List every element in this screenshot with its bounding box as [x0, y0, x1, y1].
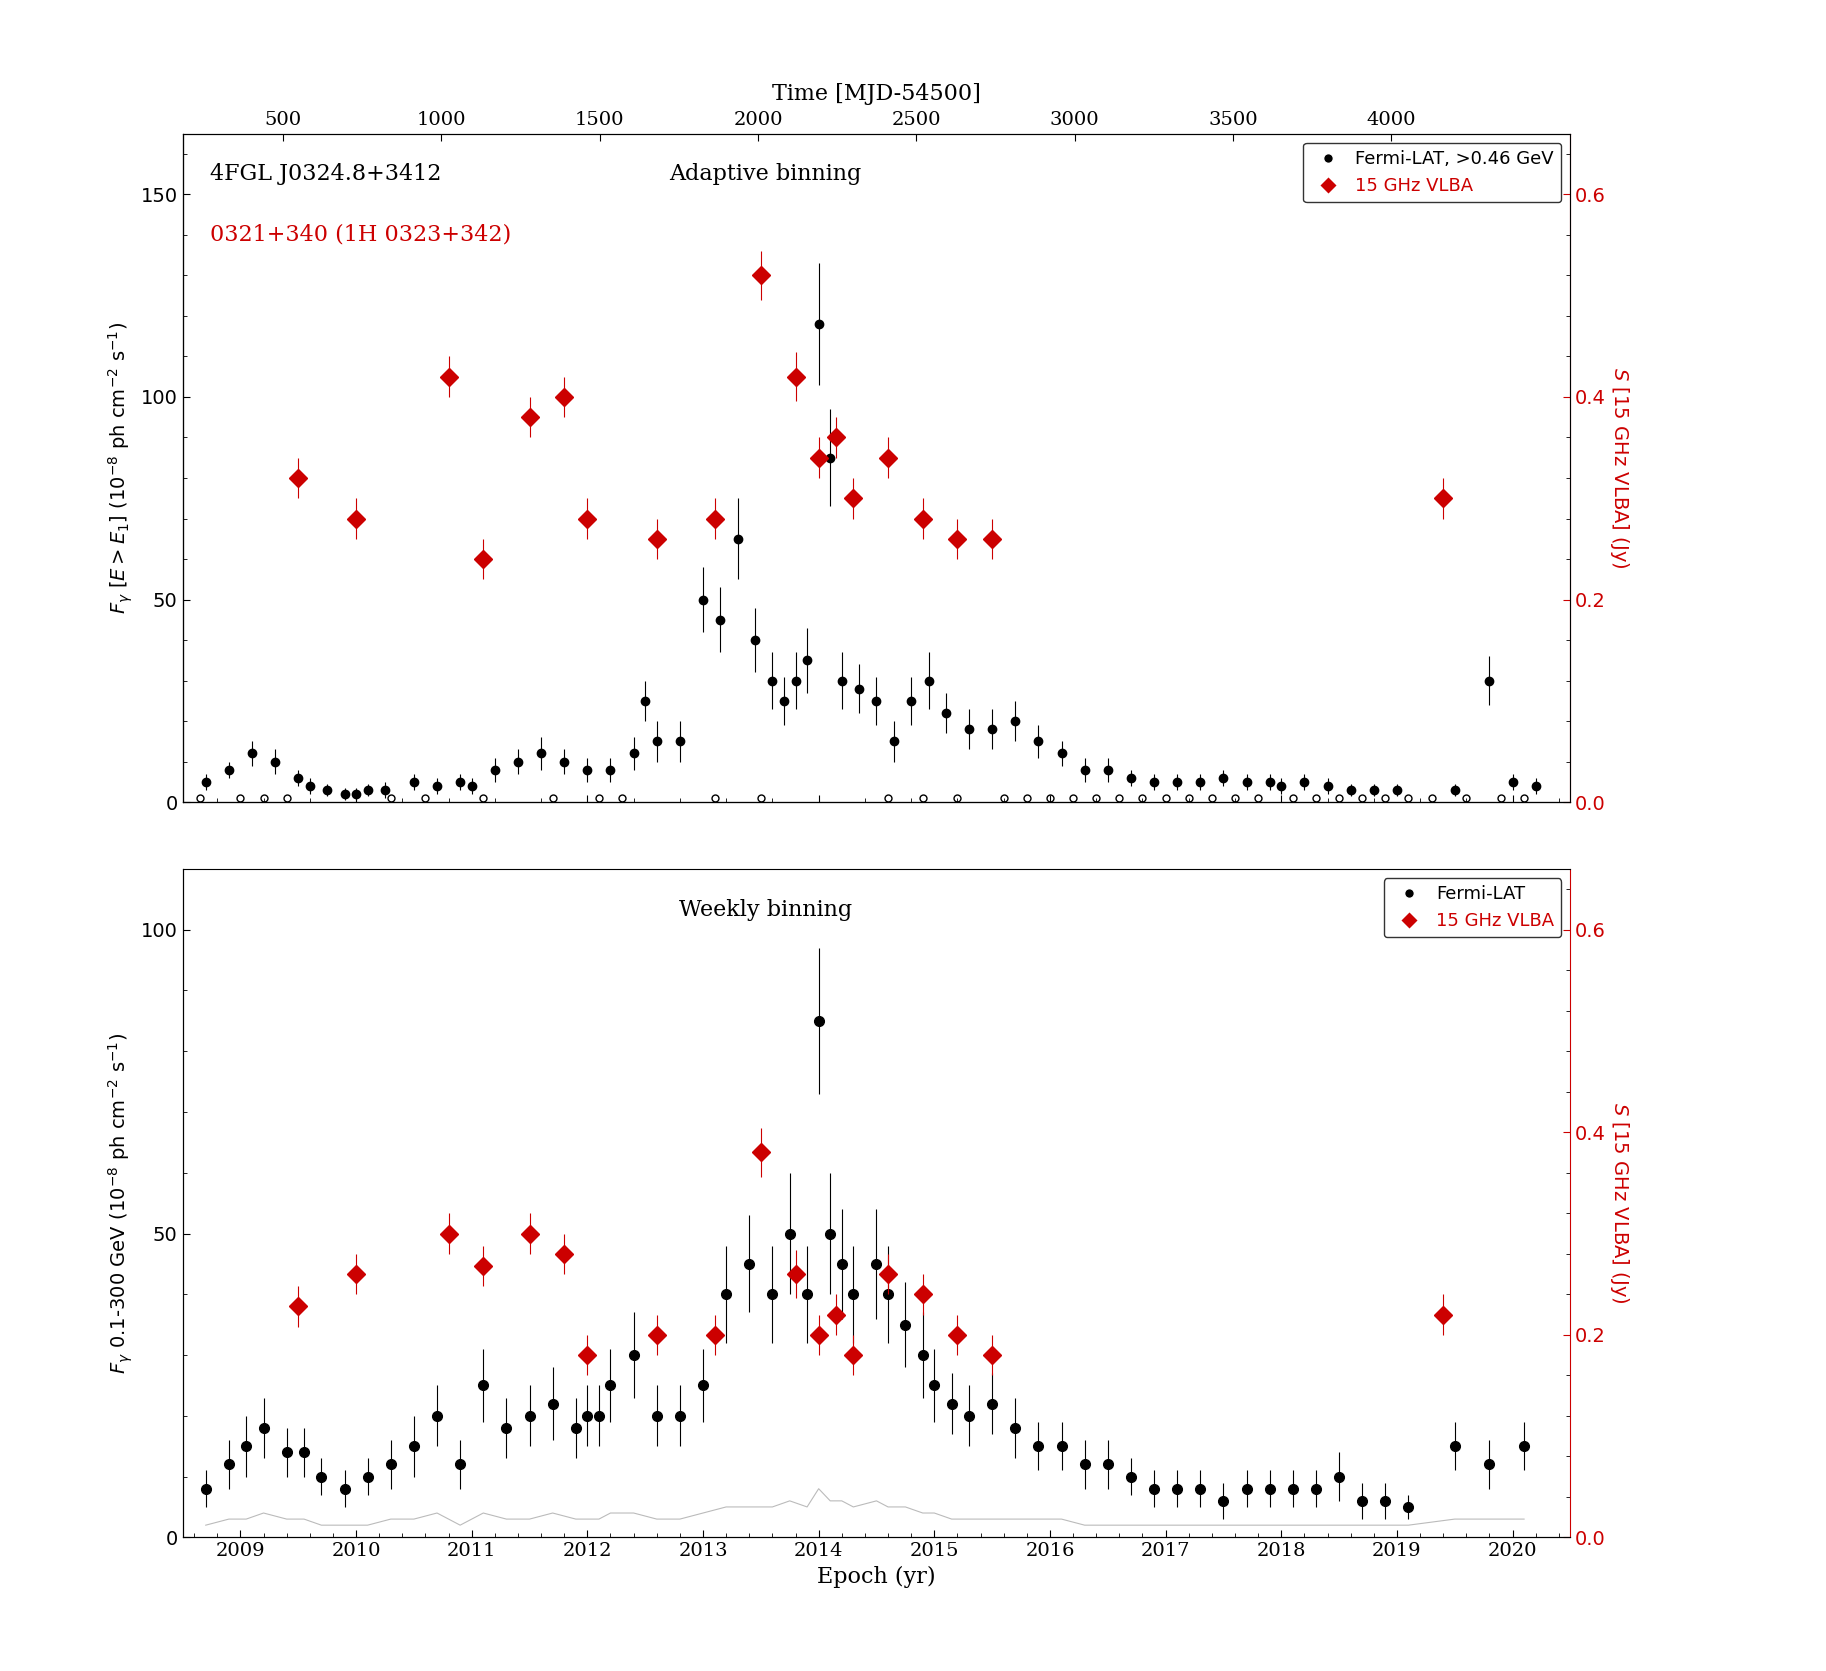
- Text: 0321+340 (1H 0323+342): 0321+340 (1H 0323+342): [210, 224, 511, 246]
- Y-axis label: $S\ [15\ \rm GHz\ VLBA]\ (Jy)$: $S\ [15\ \rm GHz\ VLBA]\ (Jy)$: [1609, 368, 1631, 568]
- X-axis label: Time [MJD-54500]: Time [MJD-54500]: [772, 82, 981, 105]
- Legend: Fermi-LAT, 15 GHz VLBA: Fermi-LAT, 15 GHz VLBA: [1384, 877, 1561, 937]
- Y-axis label: $F_{\gamma}\ [E{>}E_1]\ (10^{-8}\ \rm ph\ cm^{-2}\ s^{-1})$: $F_{\gamma}\ [E{>}E_1]\ (10^{-8}\ \rm ph…: [106, 323, 135, 613]
- Text: Weekly binning: Weekly binning: [679, 899, 853, 921]
- Y-axis label: $S\ [15\ \rm GHz\ VLBA]\ (Jy)$: $S\ [15\ \rm GHz\ VLBA]\ (Jy)$: [1609, 1103, 1631, 1303]
- Y-axis label: $F_{\gamma}\ 0.1\text{-}300\ \rm GeV\ (10^{-8}\ \rm ph\ cm^{-2}\ s^{-1})$: $F_{\gamma}\ 0.1\text{-}300\ \rm GeV\ (1…: [108, 1033, 135, 1374]
- Text: 4FGL J0324.8+3412: 4FGL J0324.8+3412: [210, 164, 442, 185]
- X-axis label: Epoch (yr): Epoch (yr): [818, 1566, 935, 1587]
- Text: Adaptive binning: Adaptive binning: [670, 164, 862, 185]
- Legend: Fermi-LAT, >0.46 GeV, 15 GHz VLBA: Fermi-LAT, >0.46 GeV, 15 GHz VLBA: [1304, 142, 1561, 202]
